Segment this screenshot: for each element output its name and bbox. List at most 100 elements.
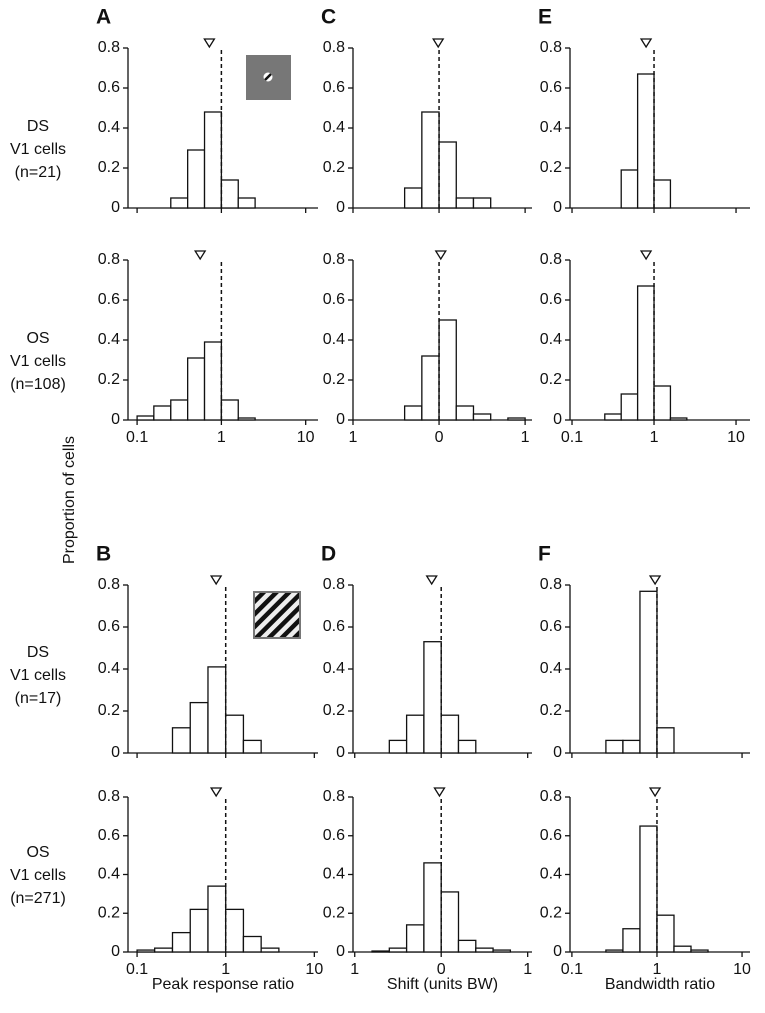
y-tick-label: 0.2	[323, 904, 345, 921]
y-tick-label: 0	[336, 199, 345, 216]
panel: 0 0.2 0.4 0.6 0.8 0.1 1 10 Bandwidth ratio	[540, 787, 751, 993]
y-tick-label: 0.4	[98, 119, 120, 136]
bar	[403, 187, 423, 209]
x-tick-label: 0.1	[126, 429, 148, 446]
y-tick-label: 0.4	[98, 866, 120, 883]
bar	[472, 197, 492, 209]
y-tick-label: 0.6	[323, 827, 345, 844]
panel: 0 0.2 0.4 0.6 0.8 A	[96, 6, 318, 216]
bar	[405, 714, 425, 754]
bar	[136, 949, 156, 953]
bar	[171, 931, 191, 953]
bar	[475, 947, 494, 953]
bar	[622, 928, 641, 953]
bar	[636, 285, 655, 421]
panel-letter: B	[96, 543, 111, 566]
row-label: DS	[27, 118, 49, 135]
y-tick-label: 0.6	[323, 79, 345, 96]
y-tick-label: 0	[336, 411, 345, 428]
bar	[220, 399, 239, 421]
x-tick-label: 1	[521, 429, 530, 446]
y-tick-label: 0.4	[323, 331, 345, 348]
median-marker	[639, 250, 653, 261]
panel-letter: A	[96, 6, 111, 29]
bar	[656, 727, 675, 754]
inset-spot	[246, 55, 291, 100]
inset-grating	[253, 591, 301, 639]
y-tick-label: 0.4	[540, 866, 562, 883]
y-tick-label: 0	[111, 411, 120, 428]
bar	[405, 924, 425, 953]
y-tick-label: 0.8	[540, 576, 562, 593]
y-tick-label: 0	[553, 943, 562, 960]
median-marker	[203, 38, 216, 49]
x-tick-label: 0.1	[561, 429, 583, 446]
median-marker	[434, 250, 447, 261]
row-label: OS	[26, 330, 49, 347]
panel-letter: C	[321, 6, 336, 29]
x-axis-label: Shift (units BW)	[387, 976, 498, 993]
bar	[690, 949, 709, 953]
row-label: (n=108)	[10, 376, 66, 393]
panel: 0 0.2 0.4 0.6 0.8 0.1 1 10 Peak response ratio	[98, 787, 323, 993]
y-tick-label: 0.2	[98, 702, 120, 719]
y-tick-label: 0.8	[98, 39, 120, 56]
bar	[440, 891, 460, 953]
bar	[605, 739, 624, 754]
median-marker	[209, 575, 223, 586]
bar	[440, 714, 460, 754]
x-tick-label: 0	[435, 429, 444, 446]
y-tick-label: 0.8	[323, 576, 345, 593]
bar	[620, 393, 639, 421]
panel: 00.20.40.60.81 0 1	[323, 250, 532, 446]
x-axis-label: Bandwidth ratio	[605, 976, 715, 993]
y-tick-label: 0.6	[323, 618, 345, 635]
y-tick-label: 0.4	[323, 866, 345, 883]
y-tick-label: 0.4	[540, 119, 562, 136]
panel: 0 0.2 0.4 0.6 0.8 D	[321, 543, 532, 761]
y-axis-label: Proportion of cells	[61, 436, 78, 564]
bar	[371, 950, 390, 953]
bar	[207, 885, 227, 953]
bar	[187, 357, 206, 421]
y-tick-label: 0.2	[540, 371, 562, 388]
bar	[260, 947, 280, 953]
y-tick-label: 0.8	[98, 576, 120, 593]
bar	[492, 949, 512, 953]
bar	[421, 111, 440, 209]
x-tick-label: 1	[349, 429, 358, 446]
row-label: (n=21)	[15, 164, 62, 181]
y-tick-label: 0.4	[540, 331, 562, 348]
y-tick-label: 0.8	[323, 788, 345, 805]
bar	[225, 714, 245, 754]
y-tick-label: 0	[336, 943, 345, 960]
y-tick-label: 0.2	[323, 702, 345, 719]
y-tick-label: 0	[553, 744, 562, 761]
bar	[242, 739, 262, 754]
bar	[639, 825, 658, 953]
panel: 0 0.2 0.4 0.6 0.8 C	[321, 6, 532, 216]
median-marker	[433, 787, 446, 798]
y-tick-label: 0	[111, 199, 120, 216]
row-label: V1 cells	[10, 353, 66, 370]
bar	[220, 179, 239, 209]
median-marker	[193, 250, 207, 261]
median-marker	[209, 787, 223, 798]
y-tick-label: 0.2	[540, 159, 562, 176]
bar	[507, 417, 526, 421]
y-tick-label: 0.8	[98, 788, 120, 805]
y-tick-label: 0.8	[540, 251, 562, 268]
bar	[203, 111, 223, 209]
x-tick-label: 0	[437, 961, 446, 978]
bar	[207, 666, 227, 754]
bar	[639, 590, 658, 754]
bar	[171, 727, 191, 754]
bar	[388, 739, 408, 754]
row-label: V1 cells	[10, 141, 66, 158]
bar	[423, 862, 442, 953]
y-tick-label: 0.2	[323, 159, 345, 176]
bar	[455, 197, 475, 209]
x-tick-label: 1	[221, 961, 230, 978]
